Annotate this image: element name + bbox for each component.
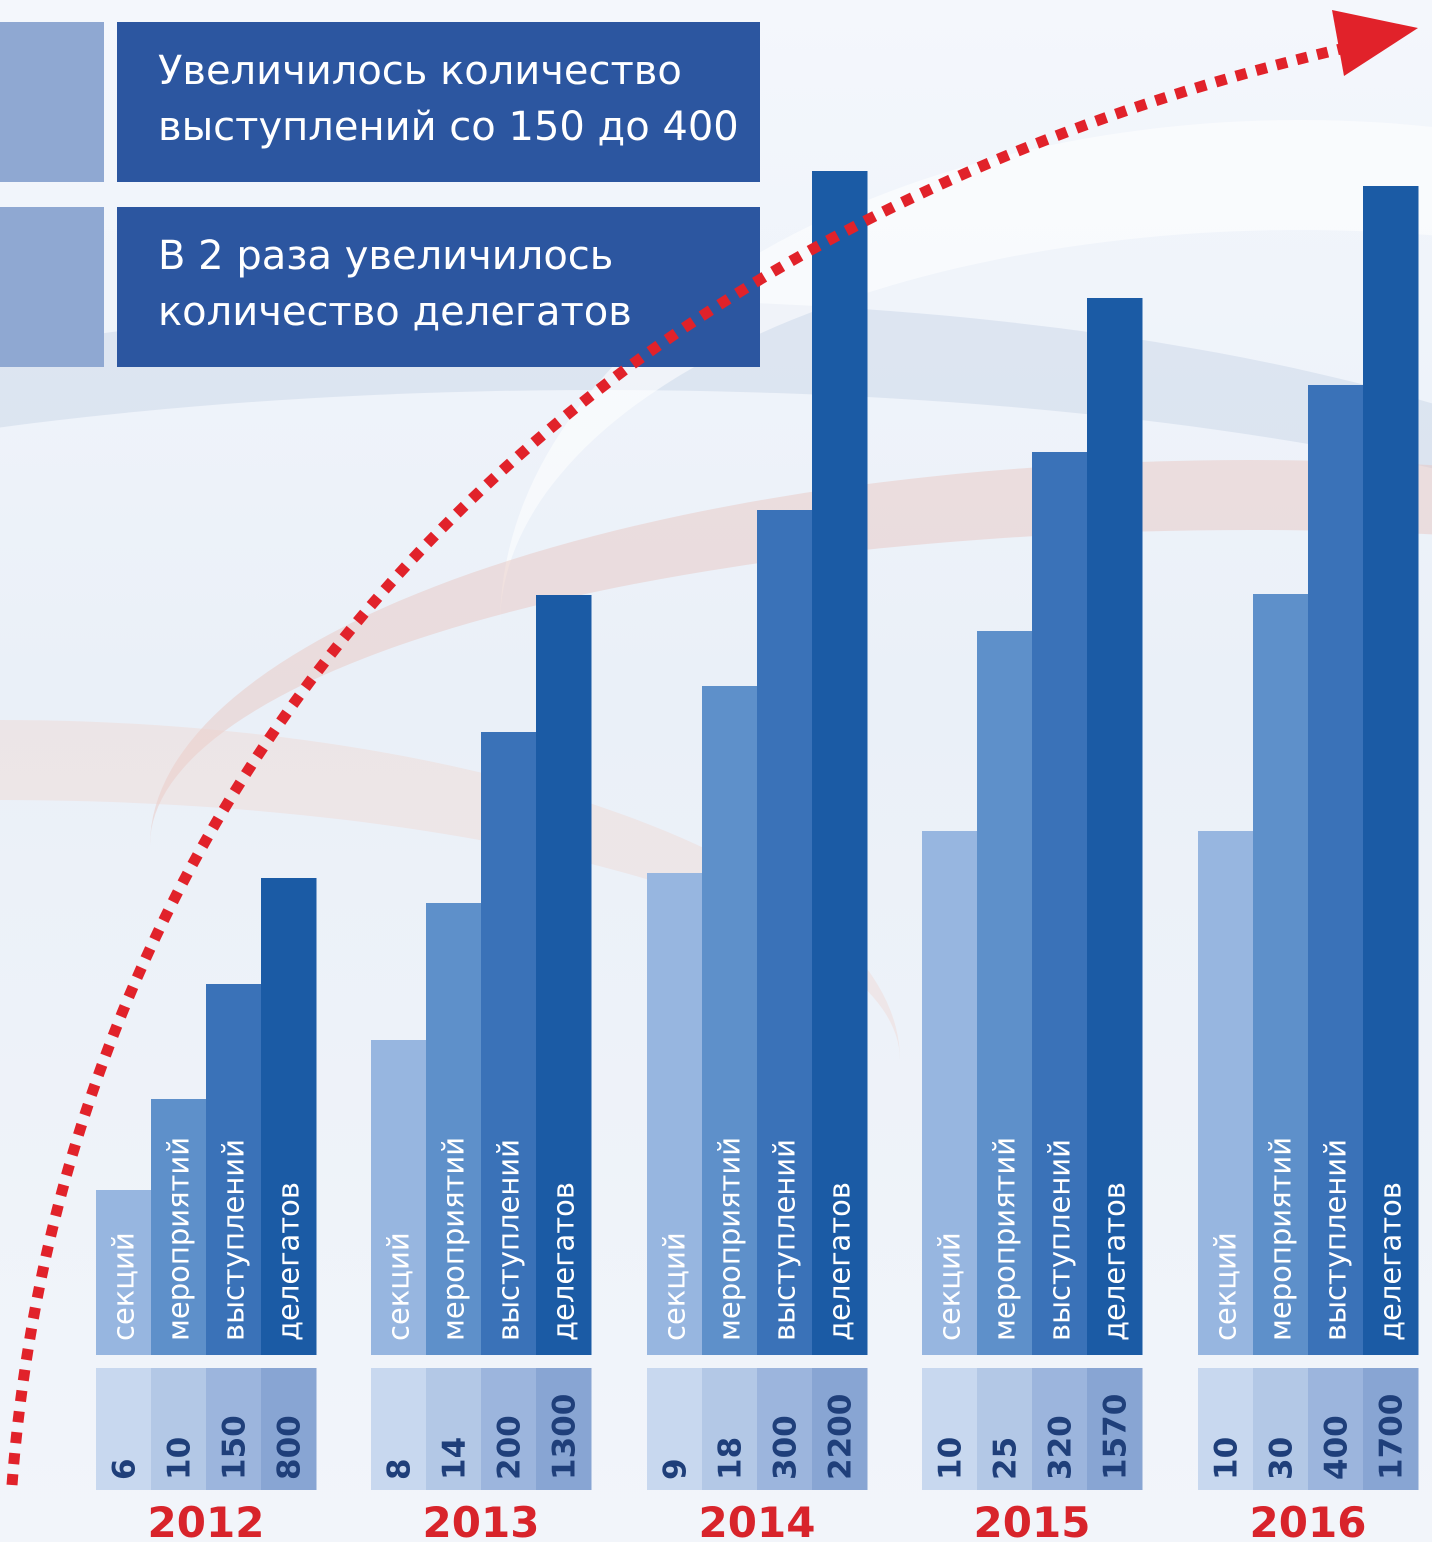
- value-label: 8: [382, 1458, 418, 1480]
- value-label: 1700: [1374, 1394, 1410, 1480]
- bar-series-label: мероприятий: [162, 1137, 196, 1341]
- value-label: 2200: [823, 1394, 859, 1480]
- bar-series-label: выступлений: [492, 1139, 526, 1341]
- bar-series-label: делегатов: [272, 1182, 306, 1341]
- value-label: 9: [658, 1458, 694, 1480]
- bar-series-label: секций: [1209, 1232, 1243, 1341]
- bar-series-label: секций: [382, 1232, 416, 1341]
- value-label: 25: [988, 1437, 1024, 1480]
- bar-series-label: выступлений: [1043, 1139, 1077, 1341]
- value-label: 800: [272, 1415, 308, 1480]
- value-label: 14: [437, 1437, 473, 1480]
- value-label: 18: [713, 1437, 749, 1480]
- bar-series-label: выступлений: [768, 1139, 802, 1341]
- value-label: 10: [1209, 1437, 1245, 1480]
- bar-series-label: делегатов: [823, 1182, 857, 1341]
- value-label: 400: [1319, 1415, 1355, 1480]
- bar-series-label: секций: [658, 1232, 692, 1341]
- bar-series-label: секций: [107, 1232, 141, 1341]
- bar-series-label: выступлений: [217, 1139, 251, 1341]
- bar-series-label: мероприятий: [988, 1137, 1022, 1341]
- bar-series-label: секций: [933, 1232, 967, 1341]
- bar-series-label: мероприятий: [437, 1137, 471, 1341]
- value-label: 1300: [547, 1394, 583, 1480]
- bar-series-label: мероприятий: [713, 1137, 747, 1341]
- value-label: 10: [162, 1437, 198, 1480]
- value-cell: [1363, 1368, 1419, 1490]
- value-label: 320: [1043, 1415, 1079, 1480]
- year-label: 2014: [699, 1498, 816, 1542]
- value-label: 300: [768, 1415, 804, 1480]
- year-label: 2013: [423, 1498, 540, 1542]
- bar-series-label: выступлений: [1319, 1139, 1353, 1341]
- year-label: 2012: [148, 1498, 265, 1542]
- value-label: 30: [1264, 1437, 1300, 1480]
- bar-series-label: делегатов: [547, 1182, 581, 1341]
- value-label: 6: [107, 1458, 143, 1480]
- bar-series-label: мероприятий: [1264, 1137, 1298, 1341]
- bar-series-label: делегатов: [1098, 1182, 1132, 1341]
- bar: [812, 171, 868, 1355]
- value-label: 150: [217, 1415, 253, 1480]
- bar-series-label: делегатов: [1374, 1182, 1408, 1341]
- year-label: 2016: [1250, 1498, 1367, 1542]
- value-label: 10: [933, 1437, 969, 1480]
- year-label: 2015: [974, 1498, 1091, 1542]
- value-label: 200: [492, 1415, 528, 1480]
- bar: [1363, 186, 1419, 1355]
- value-label: 1570: [1098, 1394, 1134, 1480]
